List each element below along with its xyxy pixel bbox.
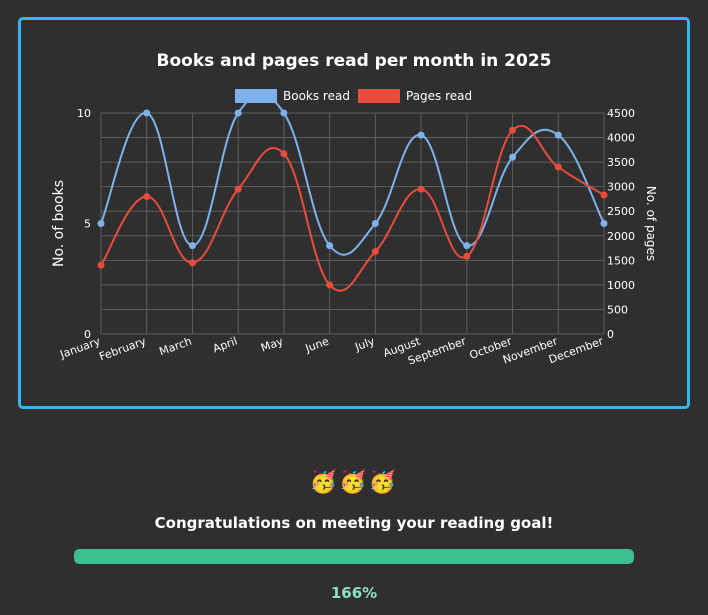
books-read-point [417,131,425,139]
y-right-tick-label: 500 [607,303,628,316]
books-pages-chart: Books and pages read per month in 2025 0… [51,51,658,368]
x-tick-label: January [57,334,102,361]
pages-read-point [509,126,517,134]
books-read-point [188,242,196,250]
y-right-tick-label: 0 [607,328,614,341]
x-tick-label: April [211,335,239,356]
celebration-emojis: 🥳🥳🥳 [309,470,399,495]
pages-read-point [280,150,288,158]
pages-read-point [371,247,379,255]
pages-read-point [188,259,196,267]
series-layer [97,92,608,292]
x-tick-label: June [303,335,331,356]
congrats-message: Congratulations on meeting your reading … [154,514,554,532]
chart-card: Books and pages read per month in 2025 0… [18,17,690,409]
legend-label: Pages read [406,89,472,103]
books-read-point [280,109,288,117]
books-read-line [100,92,605,256]
y-right-tick-label: 4000 [607,132,635,145]
x-tick-label: March [158,335,194,359]
y-left-tick-label: 0 [84,328,91,341]
pages-read-point [234,185,242,193]
books-read-point [463,242,471,250]
y-left-tick-label: 5 [84,218,91,231]
pages-read-point [97,261,105,269]
legend: Books read Pages read [235,89,472,103]
pages-read-point [463,252,471,260]
y-right-tick-label: 3000 [607,181,635,194]
legend-label: Books read [283,89,350,103]
progress-percent: 166% [330,584,378,602]
books-read-point [600,220,608,227]
books-read-point [509,153,517,161]
x-tick-label: February [97,334,148,363]
pages-read-point [554,163,562,171]
legend-swatch [358,89,400,103]
pages-read-point [143,192,151,200]
books-read-point [371,220,379,227]
books-read-point [554,131,562,139]
y-right-axis-title: No. of pages [644,186,658,261]
pages-read-point [600,191,608,199]
progress-bar [74,549,634,564]
books-read-point [234,109,242,117]
y-right-tick-label: 1000 [607,279,635,292]
x-tick-label: May [259,334,285,354]
progress-bar-fill [74,549,634,564]
pages-read-point [417,185,425,193]
y-left-tick-label: 10 [77,107,91,120]
y-right-tick-label: 2000 [607,230,635,243]
y-right-tick-label: 4500 [607,107,635,120]
books-read-point [97,220,105,227]
y-right-tick-label: 2500 [607,205,635,218]
y-left-axis-title: No. of books [51,180,67,267]
grid-lines [100,112,605,335]
x-tick-label: July [352,334,376,353]
chart-title: Books and pages read per month in 2025 [157,51,552,71]
legend-swatch [235,89,277,103]
books-read-point [143,109,151,117]
y-right-tick-label: 1500 [607,254,635,267]
books-read-point [326,242,334,250]
pages-read-point [326,281,334,289]
y-right-tick-label: 3500 [607,156,635,169]
